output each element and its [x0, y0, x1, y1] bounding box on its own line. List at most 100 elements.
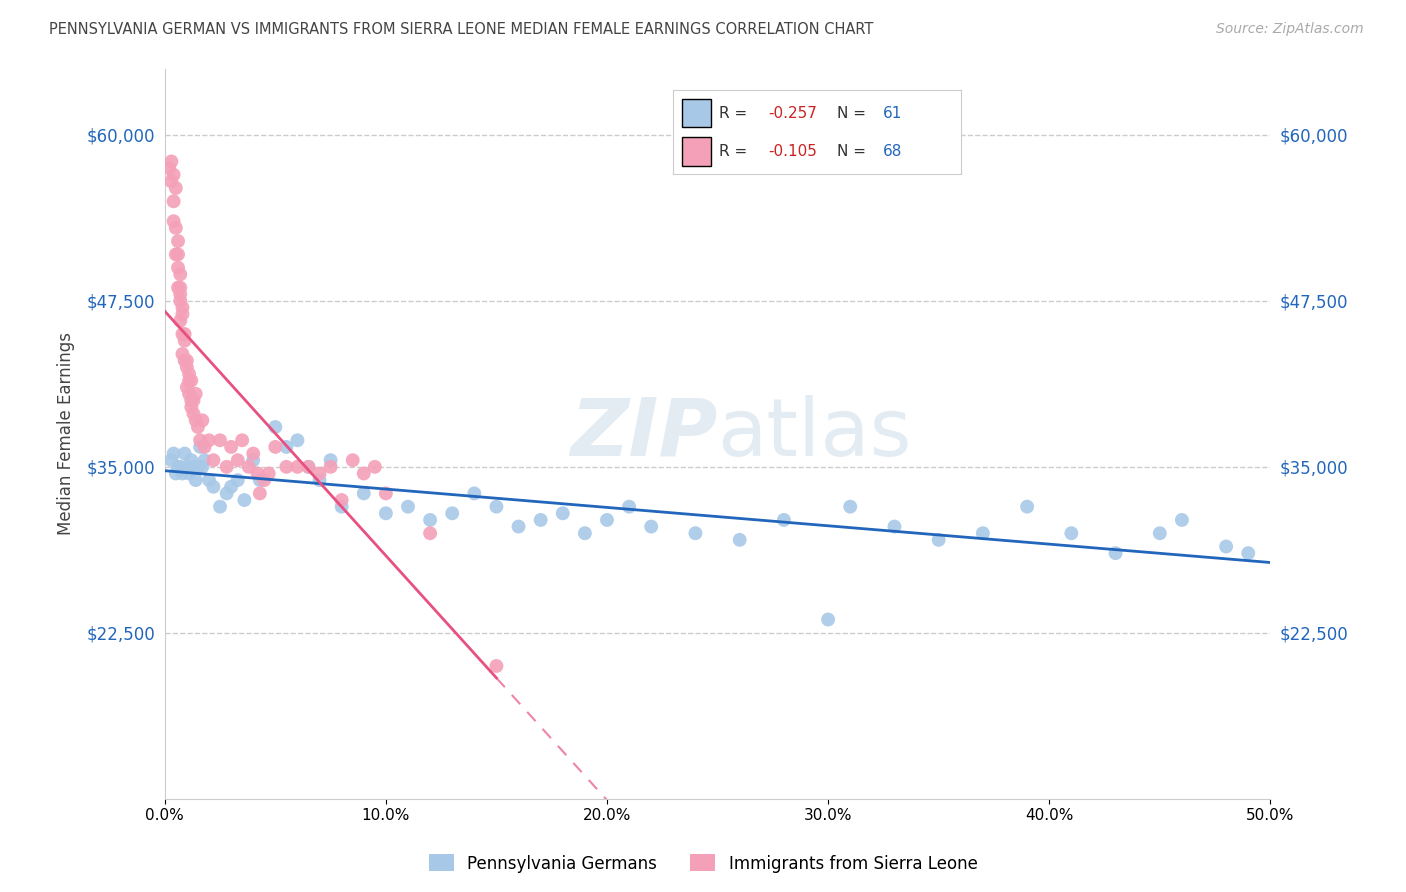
- Point: [617, 500, 640, 514]
- Point: [249, 486, 271, 500]
- Point: [463, 486, 485, 500]
- Point: [1149, 526, 1171, 541]
- Point: [157, 161, 180, 175]
- Point: [172, 301, 194, 315]
- Point: [264, 420, 287, 434]
- Point: [374, 486, 396, 500]
- Point: [180, 400, 202, 414]
- Point: [574, 526, 596, 541]
- Point: [353, 467, 375, 481]
- Point: [308, 473, 330, 487]
- Point: [276, 440, 298, 454]
- Point: [167, 280, 190, 294]
- Point: [169, 287, 191, 301]
- Point: [167, 260, 190, 275]
- Point: [173, 334, 195, 348]
- Point: [364, 459, 387, 474]
- Point: [330, 500, 353, 514]
- Point: [187, 420, 209, 434]
- Text: atlas: atlas: [717, 394, 912, 473]
- Point: [169, 280, 191, 294]
- Point: [219, 480, 242, 494]
- Point: [165, 247, 187, 261]
- Point: [176, 459, 198, 474]
- Point: [238, 459, 260, 474]
- Point: [177, 367, 200, 381]
- Point: [165, 181, 187, 195]
- Point: [1237, 546, 1260, 560]
- Point: [276, 459, 298, 474]
- Point: [297, 459, 319, 474]
- Point: [172, 347, 194, 361]
- Point: [198, 434, 221, 448]
- Point: [183, 393, 205, 408]
- Point: [226, 473, 249, 487]
- Point: [187, 459, 209, 474]
- Point: [928, 533, 950, 547]
- Point: [1060, 526, 1083, 541]
- Point: [1215, 540, 1237, 554]
- Point: [160, 154, 183, 169]
- Point: [172, 327, 194, 342]
- Point: [183, 459, 205, 474]
- Legend: Pennsylvania Germans, Immigrants from Sierra Leone: Pennsylvania Germans, Immigrants from Si…: [422, 847, 984, 880]
- Point: [972, 526, 994, 541]
- Point: [530, 513, 553, 527]
- Point: [172, 467, 194, 481]
- Point: [287, 434, 309, 448]
- Point: [188, 434, 211, 448]
- Point: [233, 493, 256, 508]
- Point: [883, 519, 905, 533]
- Point: [485, 659, 508, 673]
- Point: [202, 453, 225, 467]
- Point: [353, 486, 375, 500]
- Point: [640, 519, 662, 533]
- Text: PENNSYLVANIA GERMAN VS IMMIGRANTS FROM SIERRA LEONE MEDIAN FEMALE EARNINGS CORRE: PENNSYLVANIA GERMAN VS IMMIGRANTS FROM S…: [49, 22, 873, 37]
- Point: [1017, 500, 1039, 514]
- Point: [215, 486, 238, 500]
- Point: [167, 247, 190, 261]
- Point: [219, 440, 242, 454]
- Point: [209, 500, 232, 514]
- Point: [167, 234, 190, 248]
- Point: [198, 473, 221, 487]
- Point: [173, 353, 195, 368]
- Point: [173, 446, 195, 460]
- Point: [817, 613, 839, 627]
- Text: ZIP: ZIP: [571, 394, 717, 473]
- Point: [177, 374, 200, 388]
- Point: [257, 467, 280, 481]
- Point: [264, 440, 287, 454]
- Point: [242, 453, 264, 467]
- Point: [184, 413, 207, 427]
- Point: [169, 268, 191, 282]
- Point: [319, 453, 342, 467]
- Point: [287, 459, 309, 474]
- Point: [419, 513, 441, 527]
- Point: [193, 453, 215, 467]
- Point: [441, 506, 464, 520]
- Point: [242, 446, 264, 460]
- Point: [319, 459, 342, 474]
- Point: [728, 533, 751, 547]
- Point: [160, 174, 183, 188]
- Point: [297, 459, 319, 474]
- Point: [596, 513, 619, 527]
- Point: [160, 453, 183, 467]
- Point: [173, 327, 195, 342]
- Point: [508, 519, 530, 533]
- Point: [188, 440, 211, 454]
- Point: [177, 386, 200, 401]
- Point: [249, 473, 271, 487]
- Point: [419, 526, 441, 541]
- Y-axis label: Median Female Earnings: Median Female Earnings: [58, 332, 75, 535]
- Point: [374, 506, 396, 520]
- Point: [191, 413, 214, 427]
- Point: [167, 459, 190, 474]
- Point: [246, 467, 269, 481]
- Point: [169, 459, 191, 474]
- Point: [162, 446, 184, 460]
- Point: [177, 467, 200, 481]
- Point: [396, 500, 419, 514]
- Point: [184, 386, 207, 401]
